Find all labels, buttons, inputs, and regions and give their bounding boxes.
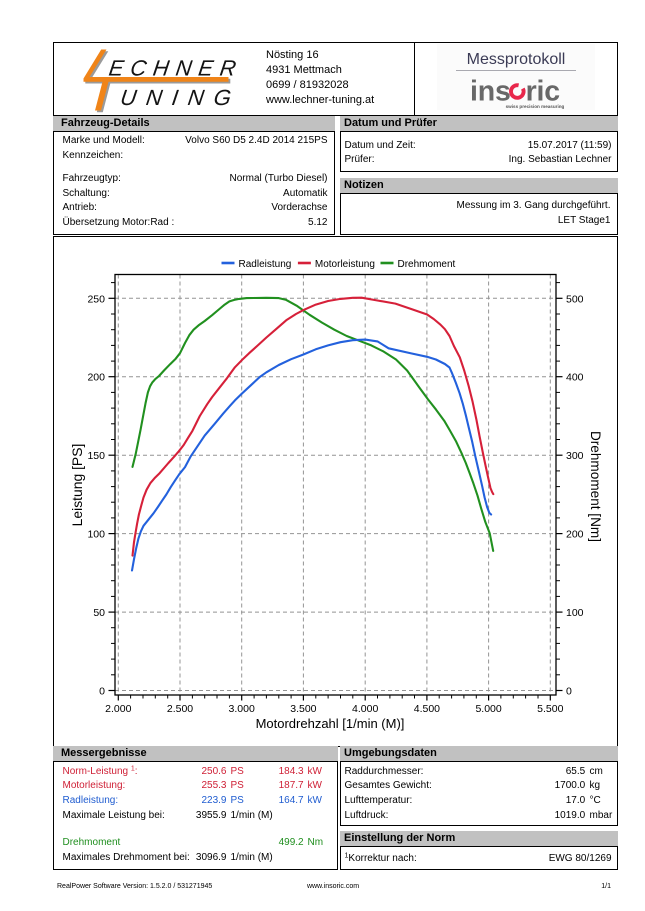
svg-text:0: 0 [99, 686, 105, 698]
svg-text:ric: ric [526, 75, 561, 107]
svg-text:200: 200 [87, 372, 105, 384]
svg-text:Leistung [PS]: Leistung [PS] [69, 444, 85, 527]
svg-text:2.500: 2.500 [167, 703, 193, 715]
svg-text:250: 250 [87, 293, 105, 305]
svg-text:150: 150 [87, 450, 105, 462]
svg-text:Motorleistung: Motorleistung [315, 259, 375, 270]
svg-text:400: 400 [566, 372, 584, 384]
svg-text:UNING: UNING [119, 85, 243, 110]
svg-text:300: 300 [566, 450, 584, 462]
svg-text:2.000: 2.000 [105, 703, 131, 715]
svg-text:5.000: 5.000 [475, 703, 501, 715]
svg-text:200: 200 [566, 529, 584, 541]
svg-text:4.000: 4.000 [352, 703, 378, 715]
svg-text:3.000: 3.000 [229, 703, 255, 715]
svg-text:Radleistung: Radleistung [239, 259, 292, 270]
svg-text:ins: ins [470, 75, 511, 107]
svg-text:3.500: 3.500 [290, 703, 316, 715]
svg-text:100: 100 [566, 607, 584, 619]
svg-text:50: 50 [93, 607, 105, 619]
svg-text:Drehmoment [Nm]: Drehmoment [Nm] [588, 431, 603, 542]
svg-text:ECHNER: ECHNER [107, 56, 244, 81]
svg-text:Motordrehzahl [1/min (M)]: Motordrehzahl [1/min (M)] [256, 716, 405, 731]
svg-text:4.500: 4.500 [414, 703, 440, 715]
svg-text:100: 100 [87, 529, 105, 541]
svg-text:500: 500 [566, 293, 584, 305]
svg-text:0: 0 [566, 686, 572, 698]
svg-text:5.500: 5.500 [537, 703, 563, 715]
svg-text:Drehmoment: Drehmoment [398, 259, 456, 270]
